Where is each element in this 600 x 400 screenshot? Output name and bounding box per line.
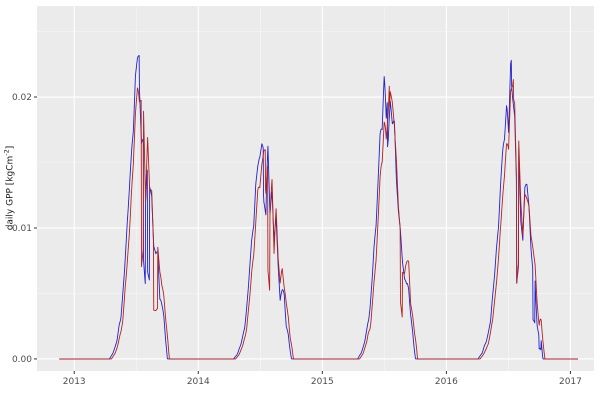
y-tick-label: 0.00: [12, 355, 32, 365]
x-tick-label: 2014: [187, 377, 210, 387]
series-line-red: [59, 79, 578, 360]
x-tick-label: 2013: [63, 377, 86, 387]
plot-panel: [37, 6, 594, 371]
y-tick-label: 0.01: [12, 224, 32, 234]
x-tick-label: 2016: [435, 377, 458, 387]
y-tick-label: 0.02: [12, 93, 32, 103]
x-tick-label: 2017: [559, 377, 582, 387]
x-tick-label: 2015: [311, 377, 334, 387]
